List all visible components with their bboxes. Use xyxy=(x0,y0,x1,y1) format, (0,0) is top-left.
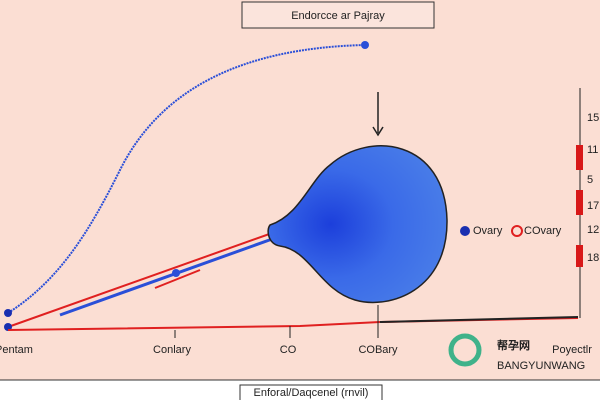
legend-label: Ovary xyxy=(473,225,503,237)
curve-start xyxy=(4,309,12,317)
scale-label: 11 xyxy=(587,144,598,156)
node xyxy=(172,269,180,277)
scale-bar xyxy=(576,190,583,215)
axis-label: CO xyxy=(280,344,297,356)
red-segment xyxy=(154,269,201,289)
blue-line xyxy=(59,236,276,317)
scale-label: 5 xyxy=(587,174,593,186)
scale-label: 15 xyxy=(587,112,599,124)
legend-label: COvary xyxy=(524,225,562,237)
axis-label: Pentam xyxy=(0,344,33,356)
watermark: 帮孕网 xyxy=(497,338,530,352)
watermark-sub: BANGYUNWANG xyxy=(497,360,585,372)
legend-swatch xyxy=(460,226,470,236)
scale-bar xyxy=(576,245,583,267)
arrow-head xyxy=(372,126,384,137)
scale-label: 12 xyxy=(587,224,599,236)
background xyxy=(0,0,600,380)
legend-swatch xyxy=(511,225,523,237)
scale-label: 17 xyxy=(587,200,599,212)
scale-bar xyxy=(576,145,583,170)
scale-label: 18 xyxy=(587,252,599,264)
axis-label: Conlary xyxy=(153,344,191,356)
ovary xyxy=(267,145,448,304)
footer-box xyxy=(239,384,383,400)
title-box xyxy=(241,1,435,29)
title: Endorcce ar Pajray xyxy=(291,10,385,22)
footer-title: Enforal/Daqcenel (rnvil) xyxy=(254,387,369,399)
curve-end xyxy=(361,41,369,49)
axis-label: COBary xyxy=(358,344,398,356)
right-scale: 15 11 5 17 12 18 xyxy=(587,112,599,264)
axis-label: Poyectlr xyxy=(552,344,592,356)
red-line xyxy=(7,231,276,328)
baseline-black xyxy=(379,316,579,323)
blue-curve xyxy=(7,44,366,314)
watermark-logo xyxy=(448,333,482,367)
